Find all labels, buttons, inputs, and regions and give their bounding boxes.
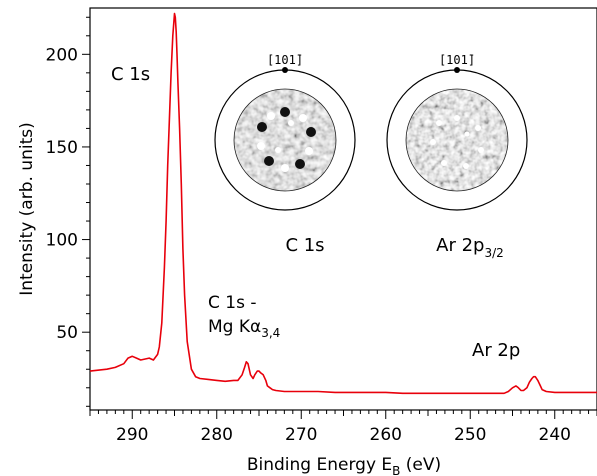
ar2p-pattern-image: [406, 89, 508, 191]
spectrum-line: [89, 12, 597, 395]
ar2p-direction-marker: [454, 67, 460, 73]
y-tick-label: 50: [56, 323, 78, 343]
ar2p-direction-label: [101̄]: [439, 53, 475, 67]
y-tick-labels: 50 100 150 200: [46, 45, 78, 343]
y-axis-title: Intensity (arb. units): [17, 122, 37, 295]
x-tick-label: 280: [201, 425, 233, 445]
inset-c1s-pattern: [101̄] C 1s: [214, 53, 356, 256]
c1s-pattern-rim: [233, 88, 337, 192]
x-tick-label: 250: [454, 425, 486, 445]
x-tick-label: 270: [285, 425, 317, 445]
x-axis-title: Binding Energy EB (eV): [247, 455, 441, 476]
c1s-pattern-image: [234, 89, 336, 191]
y-tick-label: 200: [46, 45, 78, 65]
c1s-peak-label: C 1s: [111, 64, 150, 85]
c1s-pattern-spots: [257, 107, 316, 172]
y-tick-label: 100: [46, 231, 78, 251]
c1s-inset-label: C 1s: [285, 235, 324, 256]
x-tick-label: 240: [539, 425, 571, 445]
x-tick-label: 260: [370, 425, 402, 445]
c1s-direction-label: [101̄]: [267, 53, 303, 67]
ar2p-pattern-rim: [405, 88, 509, 192]
satellite-label-line2: Mg Kα3,4: [208, 317, 280, 340]
x-tick-labels: 290 280 270 260 250 240: [116, 425, 571, 445]
axis-ticks: [82, 16, 597, 419]
x-tick-label: 290: [116, 425, 148, 445]
y-tick-label: 150: [46, 138, 78, 158]
ar2p-pattern-spots: [430, 115, 484, 169]
ar2p-inset-label: Ar 2p3/2: [436, 235, 504, 260]
satellite-label-line1: C 1s -: [208, 293, 257, 313]
inset-ar2p-pattern: [101̄] Ar 2p3/2: [386, 53, 528, 260]
ar2p-peak-label: Ar 2p: [472, 340, 520, 361]
c1s-direction-marker: [282, 67, 288, 73]
